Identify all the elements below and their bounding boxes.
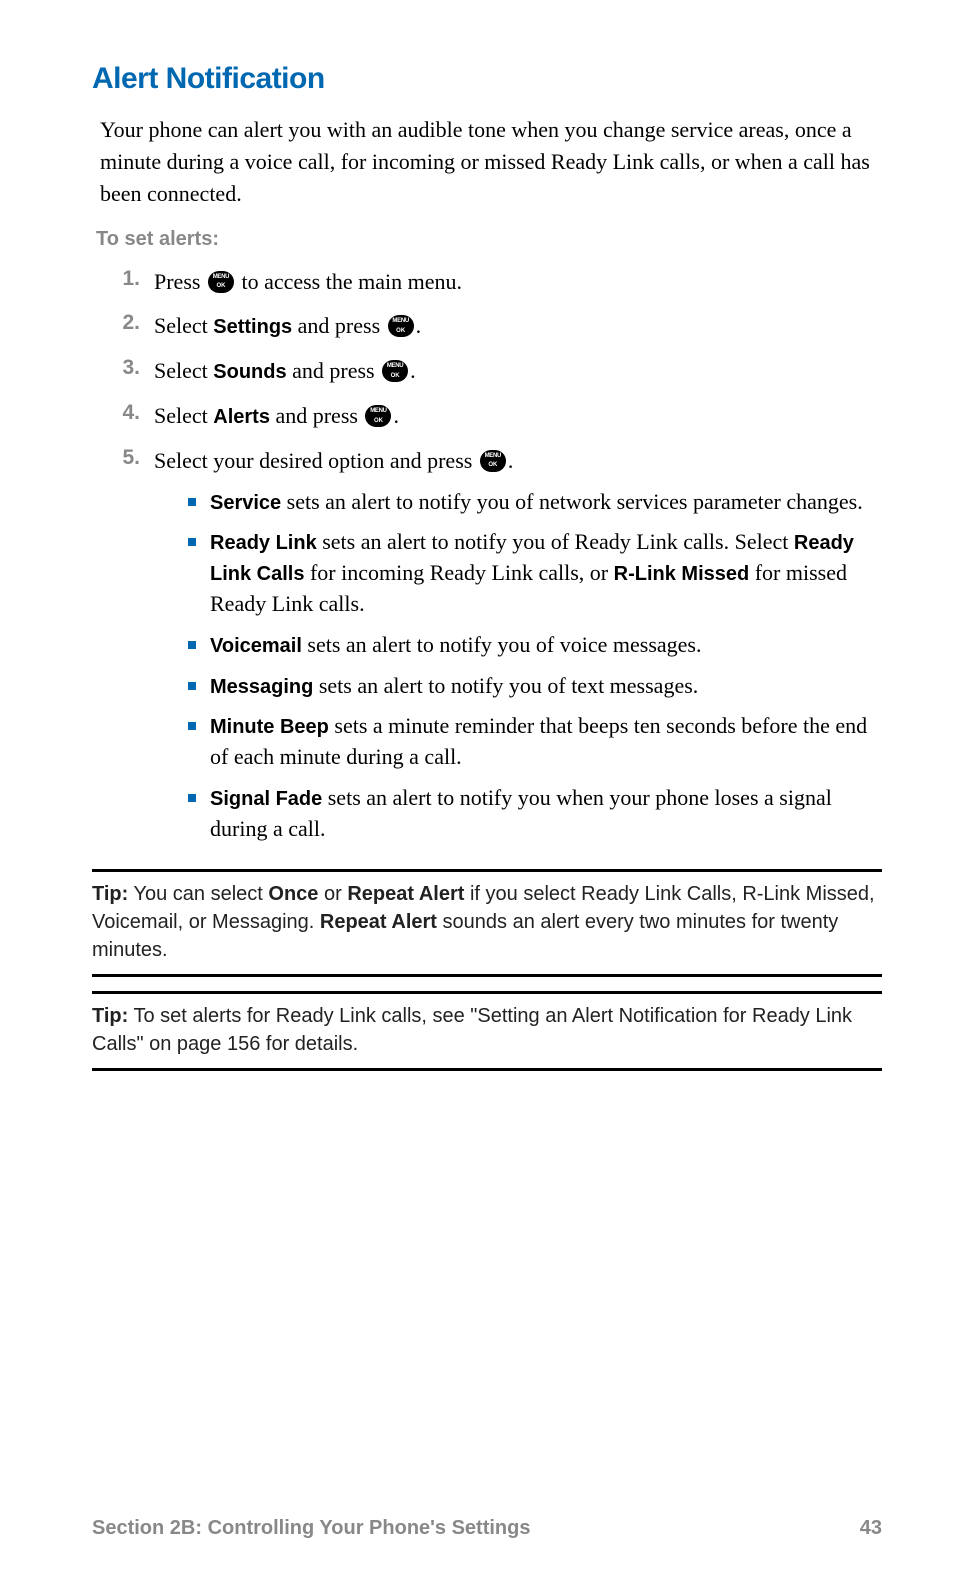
menu-ok-button-icon xyxy=(365,405,391,427)
manual-page: Alert Notification Your phone can alert … xyxy=(0,0,954,1590)
tip-box-2: Tip: To set alerts for Ready Link calls,… xyxy=(92,991,882,1071)
option-messaging: Messaging sets an alert to notify you of… xyxy=(188,671,882,702)
step-1: 1. Press to access the main menu. xyxy=(100,267,882,298)
options-list: Service sets an alert to notify you of n… xyxy=(188,487,882,845)
option-voicemail: Voicemail sets an alert to notify you of… xyxy=(188,630,882,661)
page-number: 43 xyxy=(860,1517,882,1540)
step-number: 4. xyxy=(100,401,140,425)
option-signal-fade: Signal Fade sets an alert to notify you … xyxy=(188,783,882,845)
menu-ok-button-icon xyxy=(208,271,234,293)
page-title: Alert Notification xyxy=(92,62,882,96)
step-number: 5. xyxy=(100,446,140,470)
intro-paragraph: Your phone can alert you with an audible… xyxy=(100,114,882,210)
option-minute-beep: Minute Beep sets a minute reminder that … xyxy=(188,711,882,773)
step-body: Select Alerts and press . xyxy=(154,401,399,432)
step-5: 5. Select your desired option and press … xyxy=(100,446,882,855)
tip-box-1: Tip: You can select Once or Repeat Alert… xyxy=(92,869,882,977)
steps-list: 1. Press to access the main menu. 2. Sel… xyxy=(100,267,882,855)
option-ready-link: Ready Link sets an alert to notify you o… xyxy=(188,527,882,619)
step-number: 1. xyxy=(100,267,140,291)
procedure-heading: To set alerts: xyxy=(96,228,882,251)
step-body: Select your desired option and press . S… xyxy=(154,446,882,855)
menu-ok-button-icon xyxy=(382,360,408,382)
section-label: Section 2B: Controlling Your Phone's Set… xyxy=(92,1517,531,1540)
step-4: 4. Select Alerts and press . xyxy=(100,401,882,432)
step-number: 2. xyxy=(100,311,140,335)
step-body: Press to access the main menu. xyxy=(154,267,462,298)
step-body: Select Settings and press . xyxy=(154,311,421,342)
menu-ok-button-icon xyxy=(480,450,506,472)
step-3: 3. Select Sounds and press . xyxy=(100,356,882,387)
step-number: 3. xyxy=(100,356,140,380)
option-service: Service sets an alert to notify you of n… xyxy=(188,487,882,518)
step-2: 2. Select Settings and press . xyxy=(100,311,882,342)
step-body: Select Sounds and press . xyxy=(154,356,416,387)
menu-ok-button-icon xyxy=(388,315,414,337)
page-footer: Section 2B: Controlling Your Phone's Set… xyxy=(92,1517,882,1540)
